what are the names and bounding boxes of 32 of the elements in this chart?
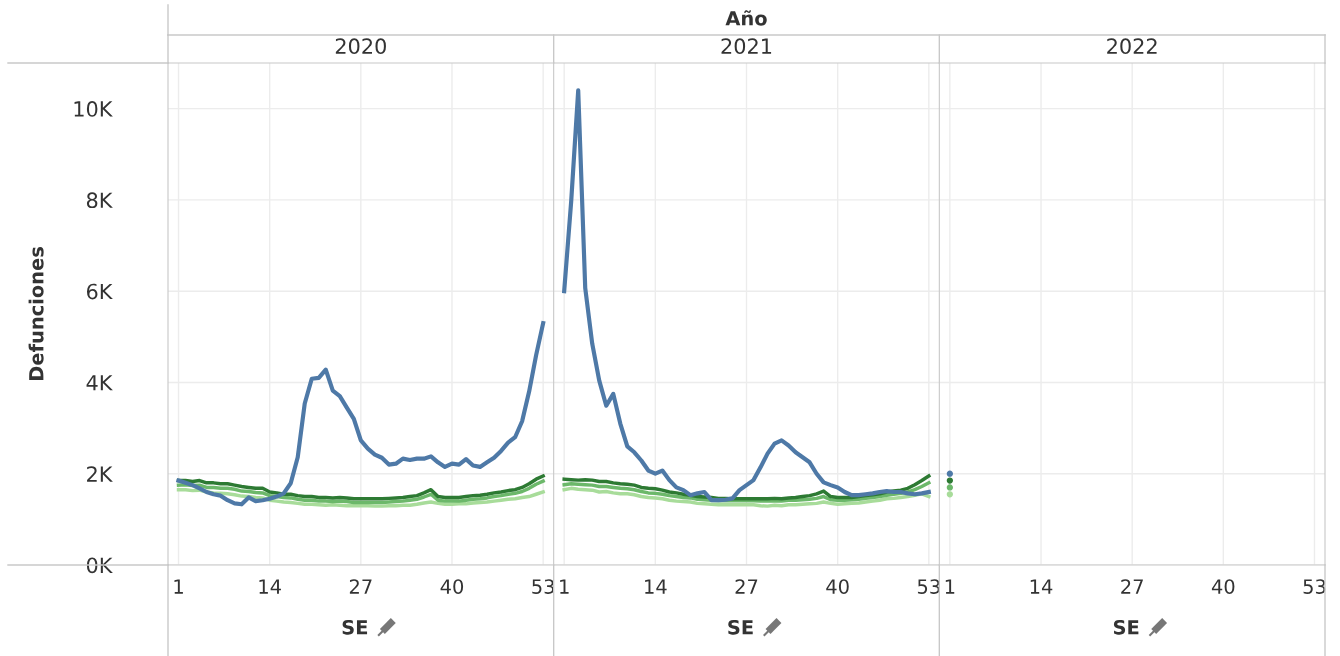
x-tick-label: 53 xyxy=(532,579,554,594)
x-tick-label: 14 xyxy=(1030,579,1053,594)
x-axis-title: SE xyxy=(342,619,368,635)
x-tick-label: 40 xyxy=(826,579,849,594)
x-tick-label: 27 xyxy=(349,579,372,594)
y-tick-label: 0K xyxy=(86,557,113,574)
chart-title: 2020 xyxy=(335,38,386,55)
x-tick-label: 40 xyxy=(440,579,464,594)
y-tick-label: 4K xyxy=(86,375,113,391)
y-tick-label: 8K xyxy=(86,192,113,209)
line-series xyxy=(176,487,545,508)
y-tick-label: 2K xyxy=(87,466,113,482)
x-tick-label: 1 xyxy=(560,579,569,594)
y-tick-label: 6K xyxy=(86,283,113,300)
x-tick-label: 14 xyxy=(259,579,281,594)
x-tick-label: 27 xyxy=(735,579,758,594)
text: Año xyxy=(725,10,767,26)
x-tick-label: 1 xyxy=(174,579,183,594)
y-tick-label: 10K xyxy=(74,101,113,117)
x-tick-label: 27 xyxy=(1121,579,1143,594)
chart-title: 2021 xyxy=(721,38,772,55)
x-axis-title: SE xyxy=(1113,619,1139,635)
x-tick-label: 53 xyxy=(1303,579,1326,594)
x-tick-label: 14 xyxy=(645,579,667,594)
x-axis-title: SE xyxy=(728,619,753,635)
line-series xyxy=(176,321,546,507)
x-tick-label: 1 xyxy=(945,579,955,594)
line-series xyxy=(176,479,545,505)
y-axis-title: Defunciones xyxy=(28,247,44,381)
x-tick-label: 40 xyxy=(1211,579,1235,594)
chart-title: 2022 xyxy=(1107,38,1157,55)
x-tick-label: 53 xyxy=(917,579,940,594)
